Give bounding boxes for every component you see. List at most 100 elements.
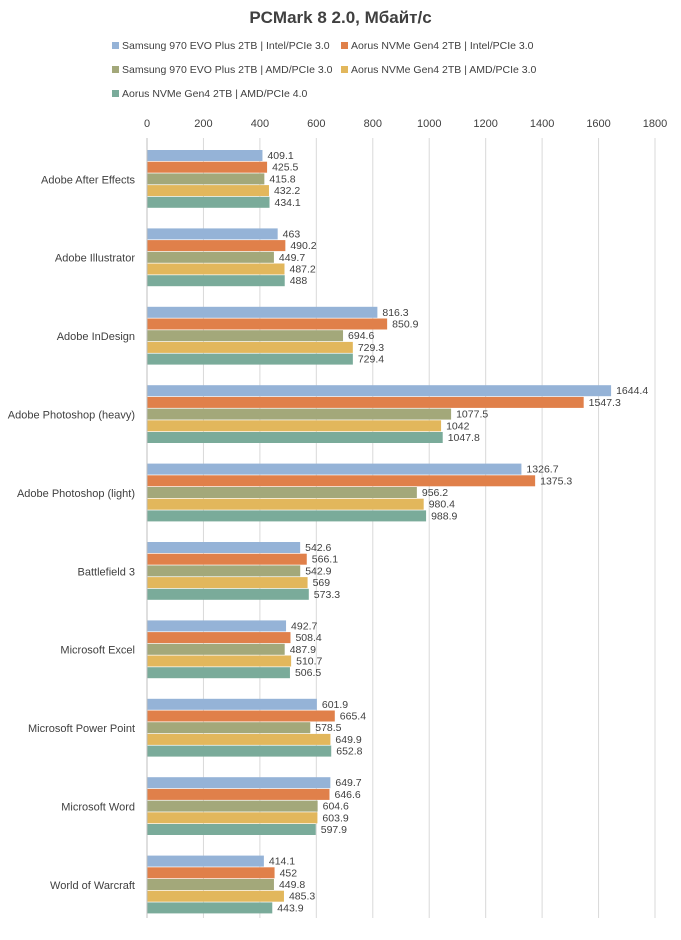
- bar: [147, 800, 318, 812]
- bar: [147, 733, 331, 745]
- data-label: 649.9: [335, 734, 361, 746]
- bar: [147, 855, 264, 867]
- bar: [147, 867, 275, 879]
- bar: [147, 263, 285, 275]
- data-label: 649.7: [335, 777, 361, 789]
- bar: [147, 420, 442, 432]
- legend-item-samsung-intel: Samsung 970 EVO Plus 2TB | Intel/PCIe 3.…: [112, 40, 330, 52]
- category-label: Microsoft Word: [61, 801, 135, 813]
- data-label: 485.3: [289, 891, 315, 903]
- bar: [147, 788, 330, 800]
- legend-label: Samsung 970 EVO Plus 2TB | AMD/PCIe 3.0: [122, 64, 333, 76]
- legend-label: Aorus NVMe Gen4 2TB | AMD/PCIe 3.0: [351, 64, 537, 76]
- bar: [147, 632, 291, 644]
- bar: [147, 251, 274, 263]
- data-label: 510.7: [296, 656, 322, 668]
- bar: [147, 542, 301, 553]
- legend-item-aorus-amd-pcie3: Aorus NVMe Gen4 2TB | AMD/PCIe 3.0: [341, 64, 536, 76]
- x-tick-label: 1600: [586, 118, 610, 130]
- data-label: 665.4: [340, 711, 366, 723]
- category-label: Microsoft Excel: [60, 645, 135, 657]
- data-label: 414.1: [269, 856, 295, 868]
- data-label: 956.2: [422, 487, 448, 499]
- x-tick-label: 1400: [530, 118, 554, 130]
- data-label: 425.5: [272, 162, 298, 174]
- bar: [147, 487, 417, 498]
- data-label: 487.2: [289, 264, 315, 276]
- data-label: 850.9: [392, 319, 418, 331]
- legend-swatch: [112, 42, 119, 49]
- category-label: Battlefield 3: [78, 566, 135, 578]
- x-tick-label: 600: [307, 118, 325, 130]
- data-label: 1375.3: [540, 475, 572, 487]
- data-label: 487.9: [290, 644, 316, 656]
- data-label: 488: [290, 275, 308, 287]
- category-label: Adobe InDesign: [57, 331, 135, 343]
- bar: [147, 667, 290, 679]
- bar: [147, 902, 273, 914]
- bar: [147, 812, 318, 824]
- legend-label: Aorus NVMe Gen4 2TB | Intel/PCIe 3.0: [351, 40, 534, 52]
- data-label: 506.5: [295, 667, 321, 679]
- bar: [147, 620, 287, 632]
- x-tick-label: 1800: [643, 118, 667, 130]
- bar: [147, 879, 274, 890]
- bar: [147, 777, 331, 789]
- legend-swatch: [112, 66, 119, 73]
- bar: [147, 173, 265, 185]
- data-label: 434.1: [275, 197, 301, 209]
- bar: [147, 475, 536, 487]
- bar: [147, 745, 332, 757]
- data-label: 1326.7: [526, 464, 558, 476]
- data-label: 601.9: [322, 699, 348, 711]
- data-label: 463: [283, 228, 301, 240]
- legend-swatch: [341, 42, 348, 49]
- category-label: Adobe Photoshop (heavy): [8, 409, 135, 421]
- data-label: 604.6: [323, 801, 349, 813]
- bar: [147, 318, 388, 330]
- bar: [147, 463, 522, 475]
- data-label: 597.9: [321, 824, 347, 836]
- data-label: 573.3: [314, 589, 340, 601]
- category-label: Adobe Photoshop (light): [17, 488, 135, 500]
- legend-label: Samsung 970 EVO Plus 2TB | Intel/PCIe 3.…: [122, 40, 330, 52]
- bar: [147, 432, 443, 443]
- bar: [147, 722, 311, 734]
- data-label: 1077.5: [456, 409, 488, 421]
- x-tick-label: 400: [251, 118, 269, 130]
- bar: [147, 890, 284, 902]
- bar: [147, 353, 353, 365]
- bar: [147, 498, 424, 510]
- data-label: 542.9: [305, 565, 331, 577]
- bar: [147, 655, 292, 667]
- legend-swatch: [112, 90, 119, 97]
- data-label: 652.8: [336, 746, 362, 758]
- bar: [147, 161, 268, 173]
- bar: [147, 510, 427, 522]
- bar: [147, 824, 316, 835]
- category-label: Adobe Illustrator: [55, 253, 135, 265]
- data-label: 1644.4: [616, 385, 648, 397]
- bar: [147, 698, 317, 710]
- data-label: 566.1: [312, 554, 338, 566]
- chart-title: PCMark 8 2.0, Мбайт/с: [249, 8, 432, 27]
- x-tick-label: 0: [144, 118, 150, 130]
- data-label: 988.9: [431, 510, 457, 522]
- data-label: 816.3: [382, 307, 408, 319]
- bar: [147, 553, 307, 565]
- legend-item-aorus-intel: Aorus NVMe Gen4 2TB | Intel/PCIe 3.0: [341, 40, 533, 52]
- category-label: Adobe After Effects: [41, 174, 135, 186]
- bar: [147, 240, 286, 252]
- x-tick-label: 1200: [473, 118, 497, 130]
- data-label: 449.7: [279, 252, 305, 264]
- bar: [147, 306, 378, 318]
- data-label: 1547.3: [589, 397, 621, 409]
- data-label: 729.3: [358, 342, 384, 354]
- legend-label: Aorus NVMe Gen4 2TB | AMD/PCIe 4.0: [122, 88, 308, 100]
- bar: [147, 577, 308, 589]
- bar: [147, 710, 335, 722]
- x-tick-label: 1000: [417, 118, 441, 130]
- data-label: 603.9: [322, 812, 348, 824]
